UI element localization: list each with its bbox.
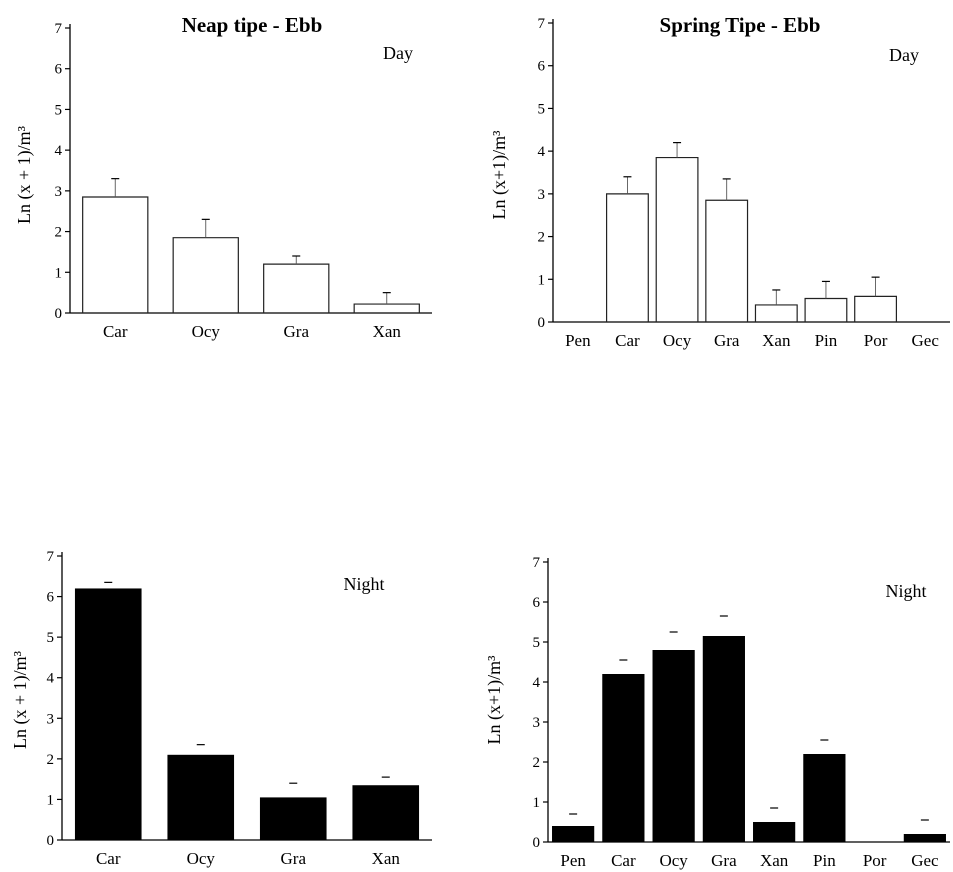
y-tick-label: 0 <box>538 315 546 331</box>
y-axis-label: Ln (x+1)/m³ <box>489 130 510 220</box>
y-tick-label: 1 <box>538 272 546 288</box>
y-tick-label: 6 <box>55 62 63 78</box>
y-tick-label: 7 <box>538 16 546 32</box>
panel-neap-night: Night Ln (x + 1)/m³ 0 1 2 3 4 5 6 7 Car Ocy Gra Xan <box>10 549 432 868</box>
bar-gra <box>263 263 330 313</box>
y-tick-label: 7 <box>55 21 63 37</box>
bar-pin <box>804 297 848 322</box>
bar-ocy <box>652 650 695 842</box>
period-label: Night <box>343 574 384 594</box>
bar-xan <box>353 303 420 313</box>
x-tick-label: Car <box>615 331 640 350</box>
y-tick-label: 3 <box>55 184 63 200</box>
bar-car <box>602 674 645 842</box>
x-tick-label: Xan <box>762 331 791 350</box>
x-tick-label: Xan <box>760 851 789 870</box>
y-axis-label: Ln (x + 1)/m³ <box>10 650 31 749</box>
y-tick-label: 7 <box>533 555 541 571</box>
bar-xan <box>753 822 796 842</box>
bar-xan <box>352 785 420 840</box>
y-tick-label: 1 <box>533 795 541 811</box>
y-tick-label: 7 <box>47 549 55 565</box>
panel-neap-day: Neap tipe - Ebb Day Ln (x + 1)/m³ 0 1 2 3 4 5… <box>14 13 432 341</box>
y-tick-label: 2 <box>538 230 546 246</box>
x-tick-label: Gra <box>714 331 740 350</box>
x-tick-label: Gra <box>281 849 307 868</box>
x-tick-label: Ocy <box>663 331 692 350</box>
panel-title: Spring Tipe - Ebb <box>660 13 821 37</box>
x-tick-label: Pin <box>815 331 838 350</box>
y-tick-label: 4 <box>533 675 541 691</box>
bar-car <box>74 588 142 840</box>
panel-spring-day: Spring Tipe - Ebb Day Ln (x+1)/m³ 0 1 2 3 4 5… <box>489 13 950 350</box>
panel-spring-night: Night Ln (x+1)/m³ 0 1 2 3 4 5 6 7 Pen Car Ocy Gra Xa… <box>484 555 950 870</box>
y-axis-label: Ln (x + 1)/m³ <box>14 125 35 224</box>
x-tick-label: Pin <box>813 851 836 870</box>
bar-gra <box>259 797 327 840</box>
y-tick-label: 6 <box>47 590 55 606</box>
y-tick-label: 5 <box>538 101 546 117</box>
bar-gec <box>903 834 946 842</box>
x-tick-label: Ocy <box>187 849 216 868</box>
y-tick-label: 4 <box>47 671 55 687</box>
y-tick-label: 1 <box>47 792 55 808</box>
y-tick-label: 5 <box>47 630 55 646</box>
y-axis-label: Ln (x+1)/m³ <box>484 655 505 745</box>
x-tick-label: Xan <box>373 322 402 341</box>
x-tick-label: Ocy <box>659 851 688 870</box>
bar-por <box>854 295 898 322</box>
bar-ocy <box>172 237 239 313</box>
y-tick-label: 3 <box>533 715 541 731</box>
y-tick-label: 2 <box>55 225 63 241</box>
x-tick-label: Gec <box>911 851 939 870</box>
y-tick-label: 5 <box>55 102 63 118</box>
y-tick-label: 0 <box>533 835 541 851</box>
y-tick-label: 0 <box>47 833 55 849</box>
period-label: Day <box>889 45 919 65</box>
y-tick-label: 6 <box>533 595 541 611</box>
bar-xan <box>754 304 798 322</box>
x-tick-label: Xan <box>372 849 401 868</box>
x-tick-label: Pen <box>560 851 586 870</box>
y-tick-label: 0 <box>55 306 63 322</box>
y-tick-label: 4 <box>538 144 546 160</box>
x-tick-label: Gra <box>284 322 310 341</box>
bar-ocy <box>655 156 699 322</box>
bar-pin <box>803 754 846 842</box>
x-tick-label: Pen <box>565 331 591 350</box>
bar-car <box>82 196 149 313</box>
bar-car <box>605 193 649 322</box>
period-label: Night <box>885 581 926 601</box>
x-tick-label: Por <box>863 851 887 870</box>
y-tick-label: 2 <box>47 752 55 768</box>
x-tick-label: Por <box>864 331 888 350</box>
y-tick-label: 4 <box>55 143 63 159</box>
bar-gra <box>702 636 745 842</box>
x-tick-label: Car <box>611 851 636 870</box>
y-tick-label: 1 <box>55 265 63 281</box>
bar-pen <box>552 826 595 842</box>
x-tick-label: Ocy <box>192 322 221 341</box>
period-label: Day <box>383 43 413 63</box>
x-tick-label: Gra <box>711 851 737 870</box>
x-tick-label: Car <box>103 322 128 341</box>
y-tick-label: 3 <box>538 187 546 203</box>
y-tick-label: 3 <box>47 711 55 727</box>
bar-gra <box>705 199 749 322</box>
panel-title: Neap tipe - Ebb <box>182 13 323 37</box>
x-tick-label: Gec <box>912 331 940 350</box>
y-tick-label: 2 <box>533 755 541 771</box>
y-tick-label: 6 <box>538 59 546 75</box>
x-tick-label: Car <box>96 849 121 868</box>
y-tick-label: 5 <box>533 635 541 651</box>
bar-ocy <box>167 754 235 840</box>
